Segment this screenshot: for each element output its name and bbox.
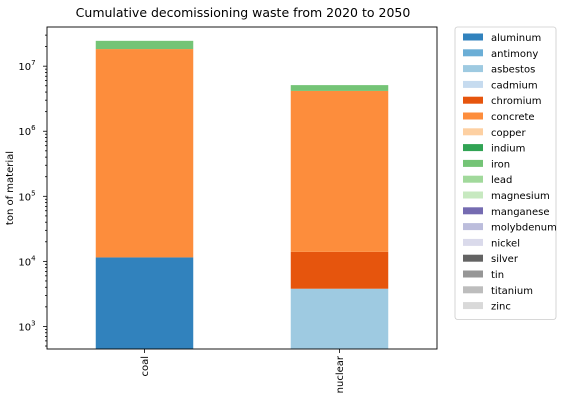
bar-segment-nuclear-asbestos — [290, 288, 389, 349]
legend-swatch-aluminum — [463, 33, 483, 41]
y-tick-base: 10 — [18, 322, 31, 333]
y-tick-base: 10 — [18, 62, 31, 73]
y-tick-label: 106 — [18, 124, 36, 138]
plot-frame — [46, 26, 438, 350]
legend-swatch-silver — [463, 254, 483, 262]
legend-label-molybdenum: molybdenum — [491, 223, 557, 234]
legend-swatch-titanium — [463, 286, 483, 294]
y-tick-exponent: 4 — [31, 254, 36, 262]
legend-swatch-cadmium — [463, 80, 483, 88]
legend-label-manganese: manganese — [491, 207, 550, 218]
x-axis-ticks: coal nuclear — [140, 349, 346, 393]
legend-label-cadmium: cadmium — [491, 80, 538, 91]
legend-label-chromium: chromium — [491, 96, 541, 107]
y-tick-label: 105 — [18, 189, 35, 203]
legend-swatch-iron — [463, 159, 483, 167]
y-tick-base: 10 — [18, 192, 31, 203]
y-tick-exponent: 5 — [31, 189, 35, 197]
legend-label-tin: tin — [491, 270, 504, 281]
legend-swatch-manganese — [463, 207, 483, 215]
y-tick-exponent: 3 — [31, 319, 35, 327]
y-tick-label: 103 — [18, 319, 35, 333]
legend-swatch-zinc — [463, 302, 483, 310]
legend-swatch-lead — [463, 175, 483, 183]
bar-segment-nuclear-iron — [290, 85, 389, 91]
legend-label-silver: silver — [491, 254, 519, 265]
bar-segment-coal-iron — [95, 40, 194, 50]
bar-segment-coal-concrete — [95, 49, 194, 258]
legend-label-aluminum: aluminum — [491, 33, 541, 44]
legend-swatch-asbestos — [463, 65, 483, 73]
chart-title: Cumulative decomissioning waste from 202… — [76, 5, 411, 20]
legend-swatch-nickel — [463, 238, 483, 246]
y-tick-label: 104 — [18, 254, 36, 268]
y-tick-base: 10 — [18, 127, 31, 138]
legend-swatch-chromium — [463, 96, 483, 104]
y-tick-base: 10 — [18, 257, 31, 268]
bar-segment-nuclear-concrete — [290, 90, 389, 252]
legend: aluminum antimony asbestos cadmium chromium c… — [454, 26, 557, 320]
y-tick-exponent: 7 — [31, 59, 35, 67]
legend-label-titanium: titanium — [491, 286, 533, 297]
y-tick-label: 107 — [18, 59, 35, 73]
legend-label-lead: lead — [491, 175, 512, 186]
bar-segment-coal-aluminum — [95, 257, 194, 349]
legend-swatch-tin — [463, 270, 483, 278]
x-tick-label-coal: coal — [140, 356, 151, 377]
legend-swatch-molybdenum — [463, 223, 483, 231]
legend-label-copper: copper — [491, 128, 526, 139]
bars-layer — [95, 40, 389, 349]
bar-segment-nuclear-chromium — [290, 251, 389, 289]
legend-label-nickel: nickel — [491, 238, 520, 249]
legend-swatch-antimony — [463, 49, 483, 57]
legend-swatch-concrete — [463, 112, 483, 120]
legend-label-magnesium: magnesium — [491, 191, 550, 202]
legend-swatch-copper — [463, 128, 483, 136]
legend-label-antimony: antimony — [491, 49, 538, 60]
legend-label-asbestos: asbestos — [491, 65, 535, 76]
y-axis-label: ton of material — [5, 151, 16, 225]
legend-label-zinc: zinc — [491, 302, 511, 313]
legend-label-iron: iron — [491, 159, 510, 170]
legend-label-indium: indium — [491, 144, 525, 155]
x-tick-label-nuclear: nuclear — [335, 355, 346, 393]
y-tick-exponent: 6 — [31, 124, 36, 132]
legend-label-concrete: concrete — [491, 112, 535, 123]
legend-swatch-indium — [463, 144, 483, 152]
legend-swatch-magnesium — [463, 191, 483, 199]
